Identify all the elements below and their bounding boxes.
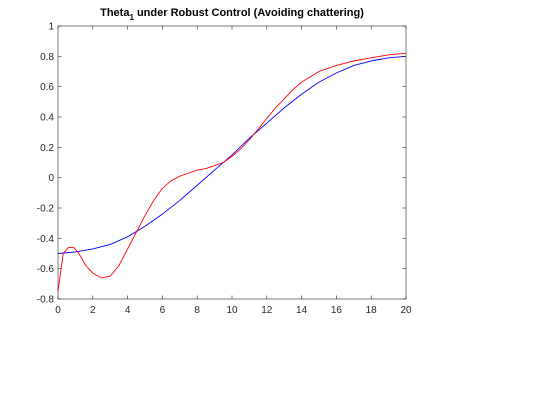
y-tick-label: -0.8 <box>37 295 55 306</box>
y-tick-label: -0.6 <box>37 264 55 275</box>
y-tick-label: 0.8 <box>40 52 54 63</box>
chart-title-subscript: 1 <box>129 13 134 22</box>
x-tick-label: 8 <box>194 305 200 316</box>
axes <box>57 25 407 300</box>
x-tick-label: 20 <box>400 305 412 316</box>
chart-title-rest: under Robust Control (Avoiding chatterin… <box>134 7 364 19</box>
x-tick-label: 2 <box>90 305 96 316</box>
series-layer <box>57 52 407 292</box>
x-tick-label: 12 <box>261 305 273 316</box>
y-tick-label: 0 <box>48 173 54 184</box>
x-tick-label: 16 <box>331 305 343 316</box>
y-tick-label: -0.2 <box>37 204 55 215</box>
x-tick-label: 10 <box>226 305 238 316</box>
y-tick-label: 0.4 <box>40 113 54 124</box>
series-line-2 <box>57 52 407 292</box>
chart-title: Theta1 under Robust Control (Avoiding ch… <box>100 7 364 22</box>
plot-area <box>58 26 406 299</box>
x-tick-label: 4 <box>125 305 131 316</box>
y-tick-label: -0.4 <box>37 234 55 245</box>
x-tick-label: 14 <box>296 305 308 316</box>
y-tick-label: 0.6 <box>40 82 54 93</box>
x-tick-label: 6 <box>160 305 166 316</box>
y-tick-label: 0.2 <box>40 143 54 154</box>
series-line-1 <box>57 55 407 254</box>
y-tick-label: 1 <box>48 22 54 33</box>
tick-layer: 0 2 4 6 8 10 12 14 16 18 20 -0.8 -0.6 -0.4 -0.2 0 0.2 0.4… <box>37 22 412 317</box>
chart-title-main: Theta <box>100 7 130 19</box>
x-tick-label: 0 <box>55 305 61 316</box>
x-tick-label: 18 <box>366 305 378 316</box>
